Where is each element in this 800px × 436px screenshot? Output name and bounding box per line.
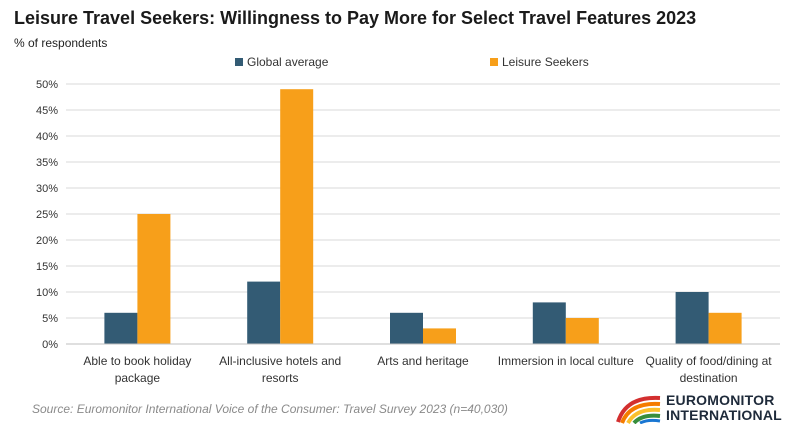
- y-tick-label: 10%: [36, 287, 58, 299]
- euromonitor-logo-text: EUROMONITOR INTERNATIONAL: [666, 393, 782, 423]
- legend-swatch: [490, 58, 498, 66]
- bar: [137, 214, 171, 344]
- legend-label: Global average: [247, 55, 329, 69]
- category-label: Arts and heritage: [377, 354, 469, 368]
- y-tick-label: 35%: [36, 157, 58, 169]
- bar: [423, 328, 456, 344]
- chart-title: Leisure Travel Seekers: Willingness to P…: [14, 8, 697, 28]
- legend-label: Leisure Seekers: [502, 55, 589, 69]
- bar: [390, 312, 423, 344]
- category-label: Quality of food/dining at: [646, 354, 773, 368]
- euromonitor-logo-icon: [616, 395, 661, 425]
- bar-chart: 0% 5% 10% 15% 20% 25% 30% 35% 40% 45% 50% Global av…: [36, 55, 780, 385]
- logo-line-2: INTERNATIONAL: [666, 407, 782, 423]
- category-label: Able to book holiday: [83, 354, 191, 368]
- bar: [280, 89, 314, 344]
- bar: [565, 318, 599, 344]
- y-tick-label: 45%: [36, 105, 58, 117]
- logo-line-1: EUROMONITOR: [666, 392, 775, 408]
- euromonitor-logo: EUROMONITOR INTERNATIONAL: [616, 392, 796, 426]
- chart-subtitle: % of respondents: [14, 36, 108, 50]
- bar: [532, 302, 566, 344]
- y-tick-label: 0%: [42, 339, 58, 351]
- y-tick-label: 5%: [42, 313, 58, 325]
- bar: [104, 312, 138, 344]
- y-tick-label: 25%: [36, 209, 58, 221]
- category-label: All-inclusive hotels and: [219, 354, 341, 368]
- y-tick-label: 50%: [36, 79, 58, 91]
- source-note: Source: Euromonitor International Voice …: [32, 402, 508, 416]
- bar: [675, 292, 709, 344]
- category-label: package: [115, 371, 161, 385]
- bar: [708, 312, 742, 344]
- y-tick-label: 20%: [36, 235, 58, 247]
- y-tick-label: 15%: [36, 261, 58, 273]
- category-label: destination: [680, 371, 738, 385]
- y-tick-label: 30%: [36, 183, 58, 195]
- category-label: resorts: [262, 371, 299, 385]
- bar: [247, 281, 281, 344]
- y-tick-label: 40%: [36, 131, 58, 143]
- category-label: Immersion in local culture: [498, 354, 634, 368]
- legend-swatch: [235, 58, 243, 66]
